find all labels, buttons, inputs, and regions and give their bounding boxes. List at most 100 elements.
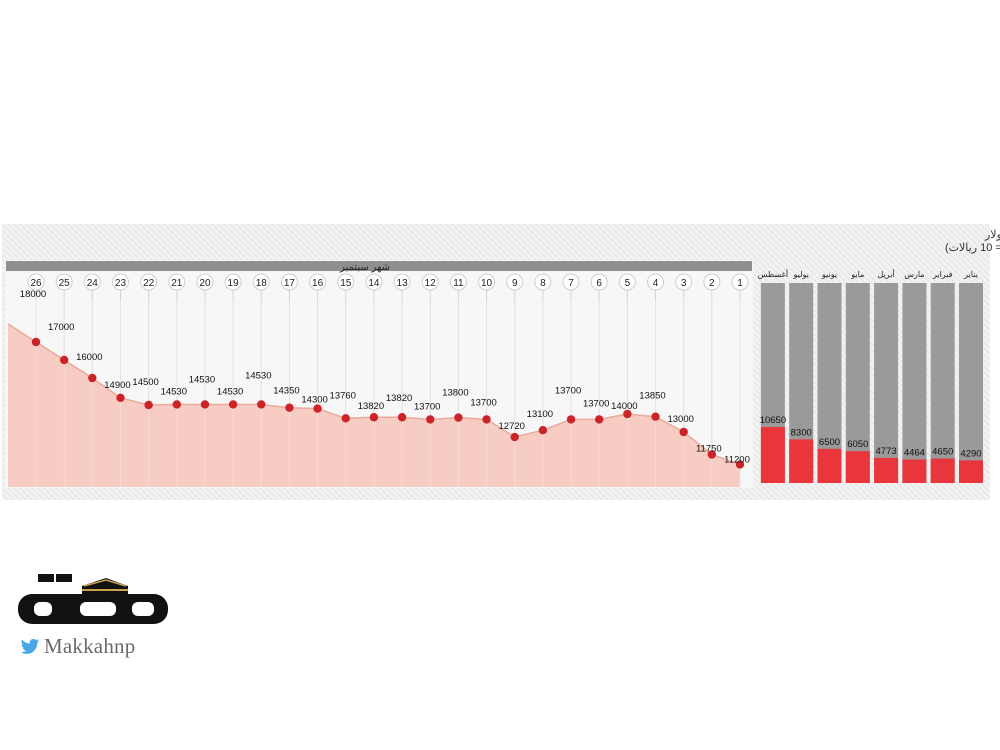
day-label: 8: [540, 278, 546, 289]
rate-point: [341, 414, 350, 423]
day-label: 10: [481, 278, 493, 289]
day-label: 5: [625, 278, 631, 289]
rate-value-label: 18000: [20, 289, 46, 300]
day-label: 13: [397, 278, 409, 289]
day-label: 11: [453, 278, 464, 289]
day-label: 14: [368, 278, 380, 289]
rate-point: [200, 400, 210, 409]
rate-point: [623, 409, 632, 419]
rate-value-label: 13850: [639, 391, 665, 402]
day-label: 2: [709, 278, 715, 289]
rate-value-label: 13700: [414, 401, 440, 412]
month-bar-background: [959, 283, 983, 483]
day-marker: [562, 273, 580, 291]
month-value-label: 4773: [876, 446, 897, 457]
day-label: 1: [737, 278, 743, 289]
rate-value-label: 13100: [527, 409, 553, 420]
rate-point: [426, 415, 435, 424]
month-header-bar: [6, 261, 752, 271]
day-marker: [590, 273, 608, 291]
rate-point: [510, 432, 519, 442]
day-label: 3: [681, 278, 687, 289]
month-bar: [959, 460, 983, 483]
month-value-label: 4290: [960, 448, 981, 459]
day-label: 9: [512, 278, 518, 289]
rate-point: [679, 427, 688, 437]
chart-title: سعر بيع التومان الإيراني مقابل الدولار: [984, 229, 1000, 241]
day-label: 4: [653, 278, 659, 289]
month-header-label: شهر سبتمبر: [339, 262, 390, 273]
rate-point: [482, 415, 491, 424]
month-bar: [930, 458, 955, 483]
rate-value-label: 14500: [132, 377, 158, 388]
day-marker: [449, 273, 467, 291]
rate-value-label: 14900: [104, 380, 130, 391]
rate-value-label: 13700: [470, 397, 496, 408]
day-marker: [478, 273, 496, 291]
day-label: 15: [340, 278, 352, 289]
rate-point: [538, 426, 548, 435]
rate-value-label: 14300: [301, 395, 327, 406]
rate-value-label: 16000: [76, 352, 102, 363]
month-value-label: 4650: [932, 447, 953, 458]
rate-point: [59, 355, 69, 365]
month-bar-background: [930, 283, 955, 483]
day-label: 6: [596, 278, 602, 289]
day-marker: [111, 273, 129, 291]
rate-point: [595, 415, 604, 424]
chart-subtitle: ( التومان الإيراني = 10 ريالات): [945, 242, 1000, 254]
day-marker: [196, 273, 214, 291]
day-marker: [421, 273, 439, 291]
day-marker: [83, 273, 101, 291]
day-marker: [337, 273, 355, 291]
rate-value-label: 11200: [724, 454, 750, 465]
month-bar: [874, 457, 899, 483]
monthly-bar-chart: يناير 4290 فبراير 4650 مارس 4464 أبريل 4773 مايو…: [758, 268, 983, 483]
day-label: 21: [171, 278, 183, 289]
brand-row: Makkahnp: [20, 634, 135, 659]
rate-value-label: 14000: [611, 401, 637, 412]
month-label: يناير: [963, 270, 978, 279]
month-bar: [845, 451, 870, 483]
rate-point: [397, 413, 407, 422]
rate-value-label: 13820: [386, 393, 412, 404]
day-marker: [140, 273, 158, 291]
rate-point: [285, 403, 294, 412]
day-marker: [27, 273, 45, 291]
day-label: 18: [256, 278, 268, 289]
rate-point: [144, 400, 153, 410]
day-marker: [168, 273, 186, 291]
month-bar-background: [845, 283, 870, 483]
month-bar-background: [902, 283, 927, 483]
month-label: مايو: [850, 270, 864, 279]
rate-area: [8, 324, 740, 487]
month-value-label: 4464: [904, 448, 925, 459]
day-marker: [280, 273, 298, 291]
rate-value-label: 14530: [217, 386, 243, 397]
rate-value-label: 14530: [245, 370, 271, 381]
month-label: يوليو: [793, 270, 809, 279]
day-label: 26: [30, 278, 42, 289]
month-bar-background: [874, 283, 899, 483]
rate-point: [88, 373, 97, 383]
month-bar: [902, 459, 927, 483]
rate-point: [454, 413, 463, 422]
month-value-label: 8300: [791, 427, 812, 438]
twitter-bird-icon: [20, 638, 40, 654]
rate-point: [707, 450, 717, 459]
day-label: 20: [199, 278, 211, 289]
month-value-label: 10650: [760, 415, 786, 426]
month-bar: [760, 427, 785, 483]
rate-value-label: 13000: [667, 414, 693, 425]
makkah-logo: Makkahnp: [16, 568, 186, 663]
day-label: 25: [59, 278, 71, 289]
rate-value-label: 13700: [555, 385, 581, 396]
month-label: يونيو: [821, 270, 837, 279]
makkah-logo-mark: [18, 574, 168, 624]
day-marker: [731, 273, 749, 291]
rate-point: [313, 404, 322, 413]
daily-area-chart: 26 25 24 23 22 21 20 19 18 17 16 15 14 13 12 11 10 9 8 7 6 5 4…: [7, 273, 750, 487]
brand-name: Makkahnp: [44, 634, 136, 658]
rate-value-label: 13800: [442, 388, 468, 399]
